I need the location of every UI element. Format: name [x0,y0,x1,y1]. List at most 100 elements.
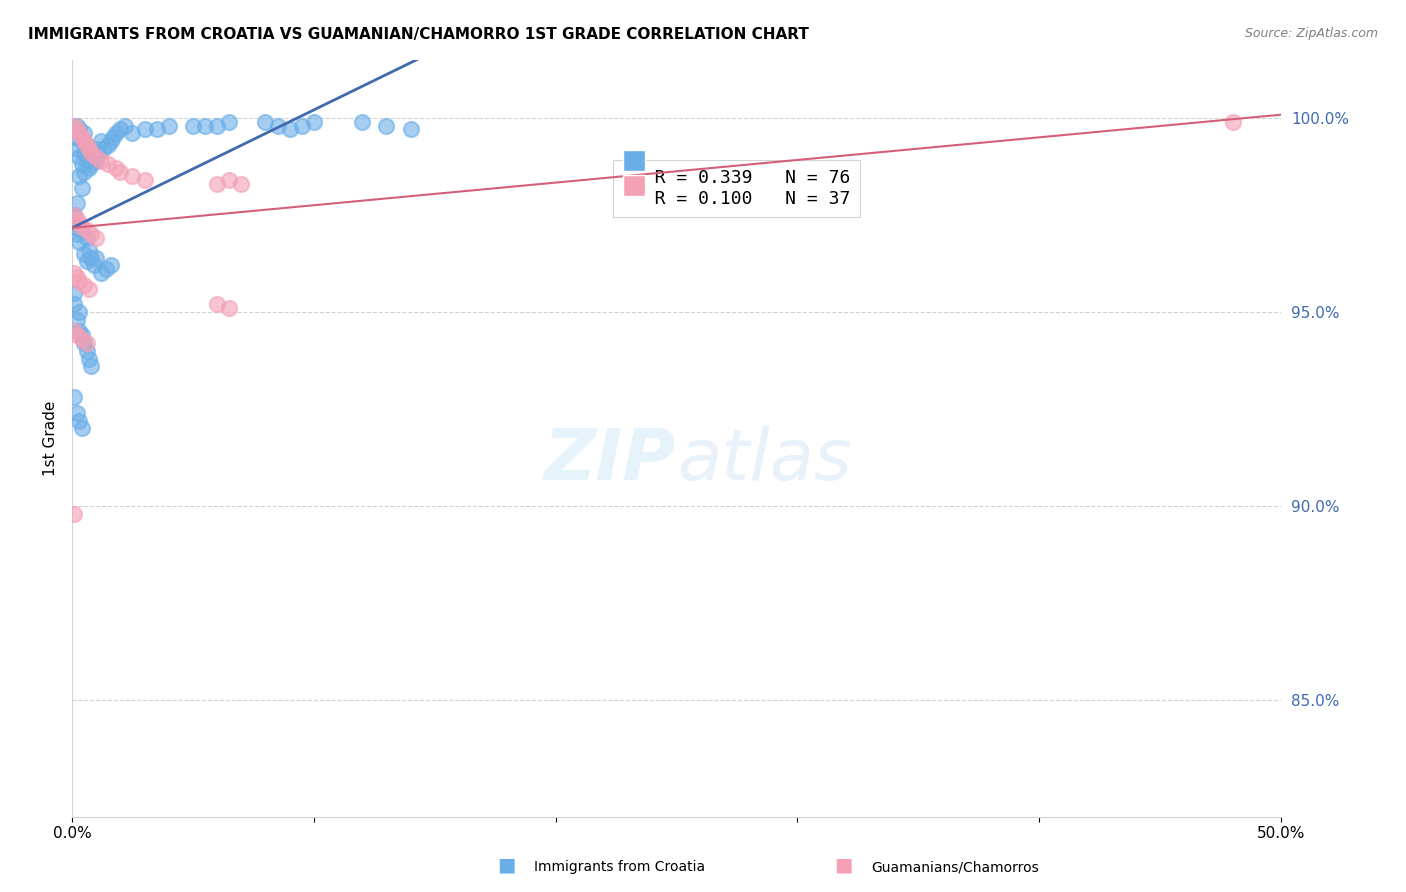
Point [231,177,253,191]
Text: IMMIGRANTS FROM CROATIA VS GUAMANIAN/CHAMORRO 1ST GRADE CORRELATION CHART: IMMIGRANTS FROM CROATIA VS GUAMANIAN/CHA… [28,27,808,42]
Point [70,223,93,237]
Point [218,301,240,315]
Point [67,122,90,136]
Point [77,142,100,156]
Point [121,169,143,183]
Point [205,177,228,191]
Point [352,114,374,128]
Point [104,127,127,141]
Point [63,119,86,133]
Point [134,173,156,187]
Point [76,343,98,358]
Point [97,138,120,153]
Point [110,165,132,179]
Text: ■: ■ [834,855,853,874]
Point [84,153,107,168]
Point [80,251,103,265]
Point [90,266,112,280]
Point [375,119,398,133]
Point [73,246,96,260]
Point [181,119,204,133]
Point [63,297,86,311]
Point [121,127,143,141]
Point [76,336,98,351]
Point [77,161,100,176]
Point [70,180,93,194]
Point [77,351,100,366]
Point [63,208,86,222]
Point [73,127,96,141]
Point [97,157,120,171]
Point [73,145,96,160]
Y-axis label: 1st Grade: 1st Grade [44,401,58,475]
Point [83,258,105,272]
Point [70,157,93,171]
Text: R = 0.339   N = 76
   R = 0.100   N = 37: R = 0.339 N = 76 R = 0.100 N = 37 [621,169,851,208]
Point [291,119,314,133]
Point [302,114,325,128]
Point [67,324,90,338]
Point [67,127,90,141]
Point [90,134,112,148]
Point [76,231,98,245]
Point [254,114,277,128]
Point [73,134,96,148]
Point [80,145,103,160]
Point [399,122,422,136]
Point [80,359,103,374]
Point [67,305,90,319]
Point [100,258,122,272]
Point [218,173,240,187]
Point [114,119,136,133]
Point [76,254,98,268]
Point [63,390,86,404]
Point [67,414,90,428]
Point [67,169,90,183]
Point [100,134,122,148]
Point [77,142,100,156]
FancyBboxPatch shape [623,150,645,171]
Point [77,243,100,257]
Point [101,130,124,145]
Point [278,122,301,136]
Point [70,134,93,148]
Point [104,161,127,176]
FancyBboxPatch shape [623,175,645,196]
Text: atlas: atlas [676,426,851,495]
Point [266,119,288,133]
Point [63,130,86,145]
Point [63,219,86,234]
Text: Immigrants from Croatia: Immigrants from Croatia [534,860,706,874]
Point [157,119,180,133]
Point [73,165,96,179]
Point [63,208,86,222]
Point [66,196,89,211]
Point [63,285,86,300]
Point [218,114,240,128]
Point [80,157,103,171]
Point [67,235,90,249]
Text: ■: ■ [496,855,516,874]
Text: Source: ZipAtlas.com: Source: ZipAtlas.com [1244,27,1378,40]
Point [1222,114,1244,128]
Point [205,119,228,133]
Point [94,262,117,277]
Point [84,142,107,156]
Point [76,138,98,153]
Point [73,336,96,351]
Point [84,231,107,245]
Point [90,153,112,168]
Point [80,145,103,160]
Point [84,251,107,265]
Point [63,266,86,280]
Point [66,122,89,136]
Point [205,297,228,311]
Point [87,145,110,160]
Point [70,332,93,346]
Point [66,328,89,343]
Point [76,223,98,237]
Point [67,150,90,164]
Point [66,270,89,285]
Point [63,507,86,521]
Point [77,282,100,296]
